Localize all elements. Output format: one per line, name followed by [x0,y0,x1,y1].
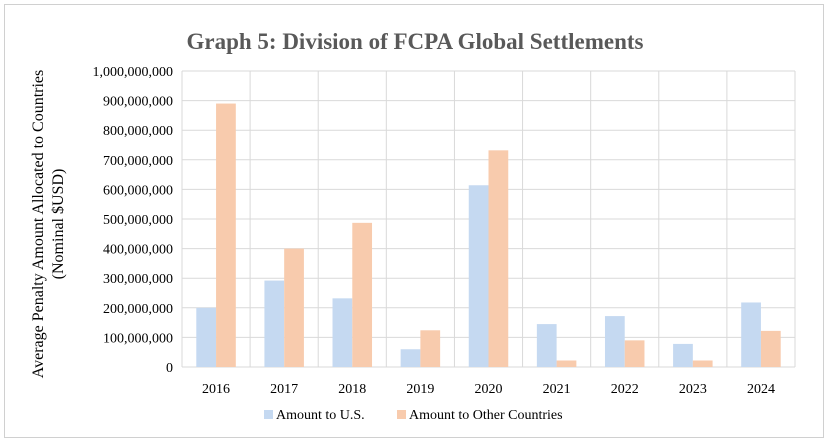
bar-other-2020 [488,150,509,367]
bar-other-2018 [352,222,373,367]
y-axis-label: Average Penalty Amount Allocated to Coun… [30,70,67,379]
legend: Amount to U.S. Amount to Other Countries [264,408,563,423]
bar-us-2020 [468,185,489,367]
bar-us-2021 [536,324,557,367]
legend-label-us: Amount to U.S. [276,408,365,423]
x-tick-label: 2021 [543,382,571,397]
legend-swatch-other [397,410,406,419]
bars [196,103,781,367]
legend-swatch-us [264,410,273,419]
y-tick-label: 1,000,000,000 [93,65,174,80]
legend-label-other: Amount to Other Countries [409,408,563,423]
y-tick-label: 300,000,000 [103,272,173,287]
x-axis-ticks: 2016 2017 2018 2019 2020 2021 2022 2023 2024 [202,382,775,397]
y-axis-label-line1: Average Penalty Amount Allocated to Coun… [30,70,47,379]
y-tick-label: 800,000,000 [103,124,173,139]
x-tick-label: 2020 [475,382,503,397]
y-tick-label: 500,000,000 [103,213,173,228]
chart-frame: Graph 5: Division of FCPA Global Settlem… [4,4,824,438]
bar-other-2023 [692,360,713,367]
bar-other-2019 [420,330,441,367]
x-tick-label: 2024 [747,382,775,397]
y-tick-label: 100,000,000 [103,331,173,346]
x-tick-label: 2017 [270,382,298,397]
x-tick-label: 2022 [611,382,639,397]
y-tick-label: 200,000,000 [103,302,173,317]
y-tick-label: 400,000,000 [103,243,173,258]
x-tick-label: 2019 [406,382,434,397]
bar-us-2018 [332,298,353,367]
bar-other-2024 [760,330,781,367]
bar-chart: Graph 5: Division of FCPA Global Settlem… [30,29,796,423]
x-tick-label: 2016 [202,382,230,397]
y-axis-label-line2: (Nominal $USD) [50,169,67,280]
bar-other-2016 [216,103,236,367]
bar-us-2022 [604,316,625,367]
y-tick-label: 600,000,000 [103,183,173,198]
y-tick-label: 700,000,000 [103,154,173,169]
x-tick-label: 2023 [679,382,707,397]
bar-us-2017 [264,280,285,367]
bar-us-2024 [741,302,761,367]
bar-other-2021 [556,360,577,367]
bar-us-2016 [196,307,217,367]
bar-other-2022 [624,340,645,367]
y-tick-label: 900,000,000 [103,95,173,110]
bar-us-2023 [673,343,693,367]
bar-us-2019 [400,349,421,367]
y-tick-label: 0 [166,361,173,376]
y-axis-ticks: 0 100,000,000 200,000,000 300,000,000 400,00… [93,65,174,376]
bar-other-2017 [284,248,304,367]
chart-title: Graph 5: Division of FCPA Global Settlem… [186,29,643,54]
x-tick-label: 2018 [338,382,366,397]
